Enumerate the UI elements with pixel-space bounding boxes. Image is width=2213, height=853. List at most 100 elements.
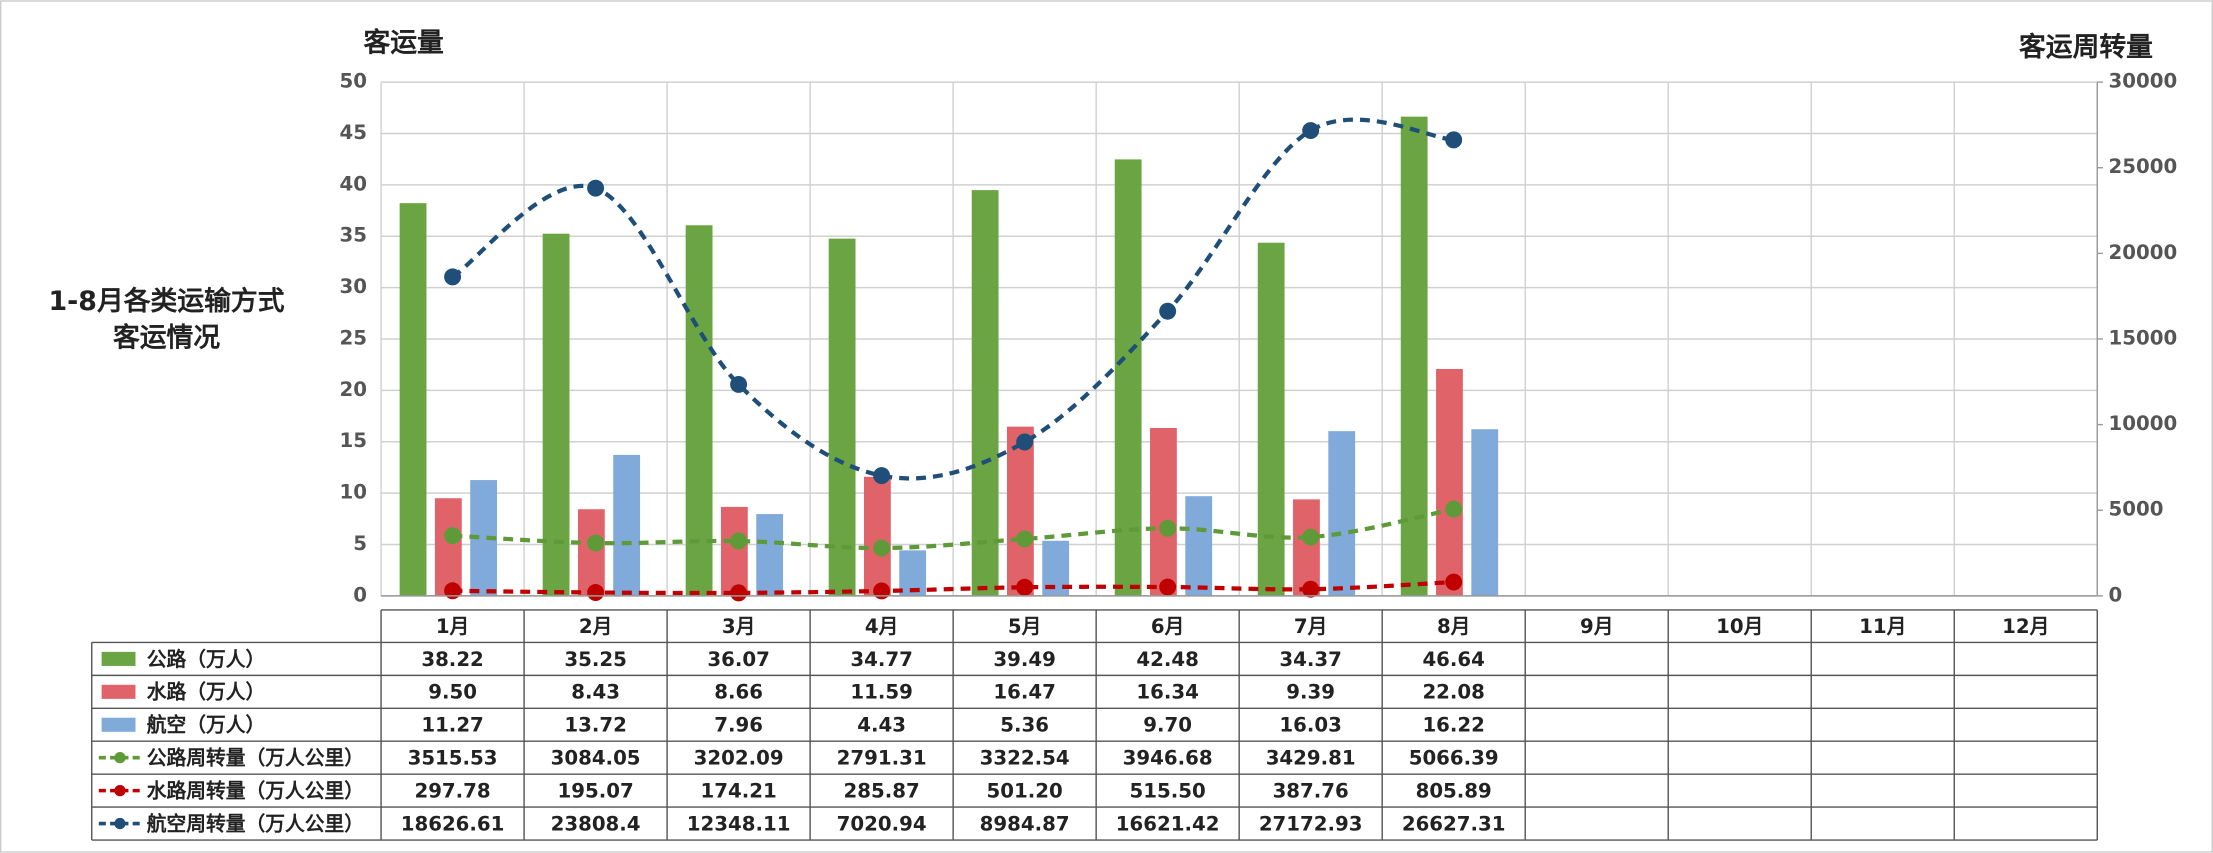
table-cell: 8.43 [571, 681, 620, 704]
y-tick-label: 15 [339, 429, 366, 452]
x-tick-label: 12月 [2002, 615, 2049, 638]
y2-tick-label: 25000 [2109, 155, 2178, 178]
table-cell: 501.20 [987, 780, 1063, 803]
table-cell: 297.78 [414, 780, 490, 803]
y-axis-title: 客运量 [363, 27, 444, 59]
table-cell: 12348.11 [687, 812, 791, 835]
bar [1150, 427, 1177, 596]
table-cell: 7020.94 [837, 812, 927, 835]
y-tick-label: 40 [339, 172, 366, 195]
legend-swatch [114, 752, 126, 764]
x-tick-label: 11月 [1859, 615, 1906, 638]
table-cell: 16621.42 [1116, 812, 1220, 835]
table-cell: 3322.54 [980, 747, 1070, 770]
table-cell: 805.89 [1416, 780, 1492, 803]
y-tick-label: 10 [339, 481, 366, 504]
table-cell: 4.43 [857, 714, 906, 737]
bar [1293, 499, 1320, 596]
x-tick-label: 2月 [579, 615, 613, 638]
y-tick-label: 20 [339, 378, 366, 401]
bar [613, 454, 641, 596]
table-cell: 13.72 [564, 714, 626, 737]
table-cell: 8984.87 [980, 812, 1070, 835]
y-tick-label: 35 [339, 224, 366, 247]
point [1016, 578, 1034, 596]
bar [1436, 368, 1463, 596]
point [873, 582, 891, 600]
legend-swatch [101, 717, 136, 732]
point [730, 375, 748, 393]
bar [1114, 159, 1142, 596]
bar [1185, 496, 1213, 596]
table-cell: 3429.81 [1266, 747, 1356, 770]
point [873, 539, 891, 557]
x-tick-label: 3月 [722, 615, 756, 638]
legend-label: 航空（万人） [147, 714, 266, 737]
table-cell: 3946.68 [1123, 747, 1213, 770]
legend-swatch [114, 784, 126, 797]
bar [434, 498, 462, 596]
bar [863, 476, 891, 596]
bar [399, 203, 427, 596]
point [1159, 578, 1177, 596]
bar [1006, 426, 1034, 596]
point [1445, 131, 1463, 149]
x-tick-label: 7月 [1294, 615, 1328, 638]
table-cell: 285.87 [844, 780, 920, 803]
point [730, 532, 748, 550]
legend-label: 公路（万人） [147, 648, 266, 671]
x-tick-label: 5月 [1008, 615, 1042, 638]
bar [1400, 116, 1428, 596]
table-cell: 11.59 [850, 681, 912, 704]
line [451, 117, 1454, 481]
table-cell: 16.03 [1279, 714, 1341, 737]
table-cell: 7.96 [714, 714, 763, 737]
table-cell: 195.07 [557, 780, 633, 803]
table-cell: 34.37 [1279, 648, 1341, 671]
y-tick-label: 50 [339, 70, 366, 93]
table-cell: 38.22 [421, 648, 483, 671]
legend-label: 航空周转量（万人公里） [147, 812, 364, 835]
bar [971, 190, 999, 596]
table-cell: 3515.53 [408, 747, 498, 770]
table-cell: 9.50 [428, 681, 477, 704]
chart-title: 客运情况 [113, 321, 220, 353]
bar [1471, 429, 1499, 596]
table-cell: 11.27 [421, 714, 483, 737]
table-cell: 16.22 [1422, 714, 1484, 737]
bar [577, 509, 605, 596]
table-cell: 5066.39 [1409, 747, 1499, 770]
point [444, 527, 462, 545]
legend-swatch [101, 684, 136, 699]
table-cell: 16.47 [993, 681, 1055, 704]
legend-label: 公路周转量（万人公里） [147, 747, 364, 770]
y2-tick-label: 20000 [2109, 241, 2178, 264]
point [444, 582, 462, 600]
table-cell: 18626.61 [401, 812, 505, 835]
point [1302, 580, 1320, 598]
legend-label: 水路周转量（万人公里） [147, 780, 364, 803]
table-cell: 2791.31 [837, 747, 927, 770]
point [1159, 519, 1177, 537]
point [1445, 500, 1463, 518]
chart-title: 1-8月各类运输方式 [49, 285, 285, 317]
point [1302, 122, 1320, 140]
x-tick-label: 10月 [1716, 615, 1763, 638]
table-cell: 8.66 [714, 681, 763, 704]
table-cell: 387.76 [1273, 780, 1349, 803]
x-tick-label: 4月 [865, 615, 899, 638]
table-cell: 46.64 [1422, 648, 1484, 671]
point [587, 534, 605, 552]
point [444, 268, 462, 286]
bar [542, 233, 570, 596]
x-tick-label: 9月 [1580, 615, 1613, 638]
table-cell: 16.34 [1136, 681, 1198, 704]
table-cell: 9.39 [1286, 681, 1335, 704]
bar [685, 225, 713, 596]
table-cell: 42.48 [1136, 648, 1198, 671]
x-tick-label: 8月 [1437, 615, 1471, 638]
y2-tick-label: 5000 [2109, 498, 2164, 521]
y2-axis-title: 客运周转量 [2019, 31, 2153, 63]
y-tick-label: 25 [339, 326, 366, 349]
